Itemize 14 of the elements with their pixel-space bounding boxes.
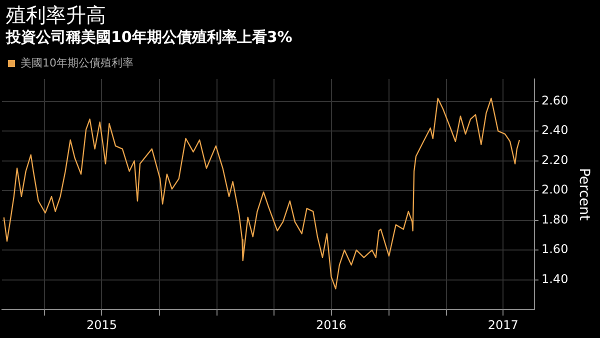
y-tick-label: 1.80	[541, 212, 568, 226]
y-tick-label: 1.40	[541, 272, 568, 286]
y-tick-label: 2.00	[541, 182, 568, 197]
chart-subtitle: 投資公司稱美國10年期公債殖利率上看3%	[6, 28, 292, 47]
y-tick-label: 2.40	[541, 123, 568, 138]
y-axis-title: Percent	[576, 168, 592, 222]
y-tick-label: 2.60	[541, 93, 568, 108]
y-tick-label: 1.60	[541, 242, 568, 256]
x-tick-label: 2015	[86, 318, 117, 332]
legend-label: 美國10年期公債殖利率	[20, 56, 134, 70]
x-tick-label: 2017	[488, 318, 518, 332]
x-tick-label: 2016	[316, 318, 347, 332]
y-tick-label: 2.20	[541, 152, 568, 167]
chart-title: 殖利率升高	[6, 2, 106, 28]
